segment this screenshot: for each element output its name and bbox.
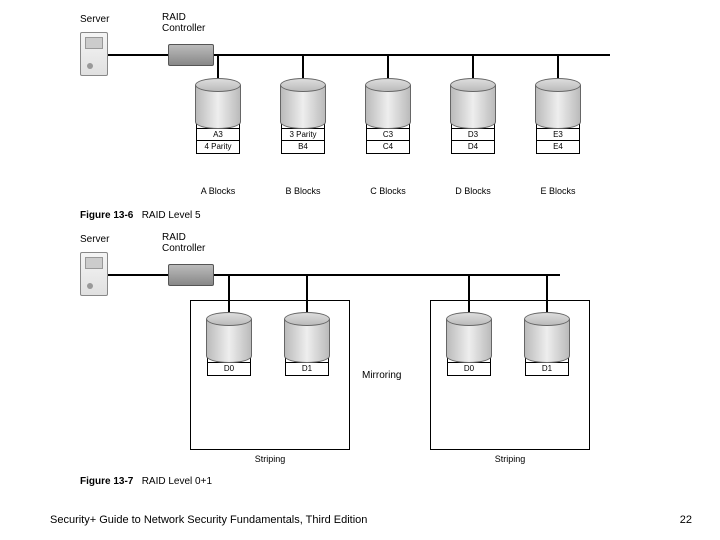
raid-label-1: RAID Controller — [162, 12, 205, 34]
wire — [472, 54, 474, 78]
cell: D4 — [452, 141, 494, 153]
fig-num: Figure 13-7 — [80, 476, 133, 487]
disk-label-a: A Blocks — [195, 186, 241, 196]
wire — [217, 54, 219, 78]
wire — [108, 54, 168, 56]
fig-title: RAID Level 5 — [142, 210, 201, 221]
cell: D1 — [526, 363, 568, 375]
disk-a — [195, 78, 241, 129]
cell: C3 — [367, 129, 409, 141]
striping-label-2: Striping — [430, 454, 590, 464]
wire — [387, 54, 389, 78]
disk-label-e: E Blocks — [535, 186, 581, 196]
footer-text: Security+ Guide to Network Security Fund… — [50, 514, 367, 526]
server-icon-1 — [80, 32, 108, 76]
disk-c — [365, 78, 411, 129]
wire — [108, 274, 168, 276]
server-label-2: Server — [80, 234, 109, 245]
wire — [214, 54, 610, 56]
wire — [557, 54, 559, 78]
disk-g2-2 — [524, 312, 570, 363]
disk-e — [535, 78, 581, 129]
cell: A3 — [197, 129, 239, 141]
raid-label-2: RAID Controller — [162, 232, 205, 254]
striping-label-1: Striping — [190, 454, 350, 464]
cell: 4 Parity — [197, 141, 239, 153]
disk-label-d: D Blocks — [450, 186, 496, 196]
page-number: 22 — [680, 514, 692, 526]
cell: D0 — [448, 363, 490, 375]
cell: B4 — [282, 141, 324, 153]
cell: C4 — [367, 141, 409, 153]
cell: E4 — [537, 141, 579, 153]
disk-g1-2 — [284, 312, 330, 363]
fig-title: RAID Level 0+1 — [142, 476, 212, 487]
cell: D3 — [452, 129, 494, 141]
figure-caption-2: Figure 13-7 RAID Level 0+1 — [80, 476, 212, 487]
wire — [302, 54, 304, 78]
fig-num: Figure 13-6 — [80, 210, 133, 221]
disk-g1-1 — [206, 312, 252, 363]
raid-controller-icon-2 — [168, 264, 214, 286]
cell: 3 Parity — [282, 129, 324, 141]
page: Server RAID Controller A0 A1 A2 A3 4 Par… — [0, 0, 720, 540]
disk-g2-1 — [446, 312, 492, 363]
wire — [214, 274, 560, 276]
disk-b — [280, 78, 326, 129]
mirroring-label: Mirroring — [362, 370, 401, 381]
cell: E3 — [537, 129, 579, 141]
figure-caption-1: Figure 13-6 RAID Level 5 — [80, 210, 201, 221]
disk-label-b: B Blocks — [280, 186, 326, 196]
server-label-1: Server — [80, 14, 109, 25]
disk-label-c: C Blocks — [365, 186, 411, 196]
raid-controller-icon-1 — [168, 44, 214, 66]
cell: D0 — [208, 363, 250, 375]
disk-d — [450, 78, 496, 129]
cell: D1 — [286, 363, 328, 375]
server-icon-2 — [80, 252, 108, 296]
